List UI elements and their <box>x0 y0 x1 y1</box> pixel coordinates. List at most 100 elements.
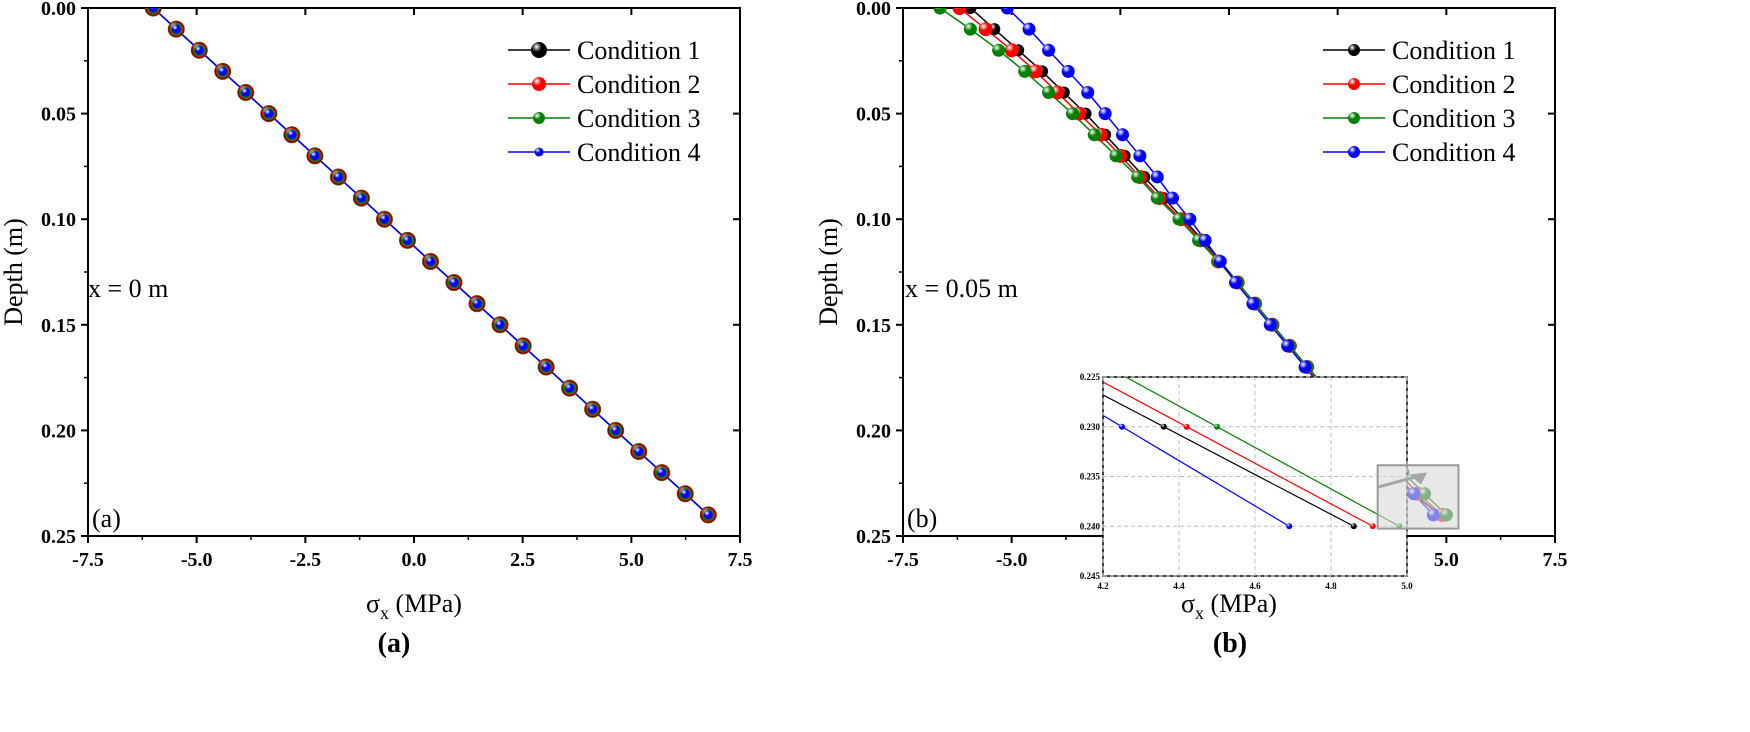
data-point-condition-4 <box>194 45 204 55</box>
inset-y-tick-label: 0.240 <box>1080 521 1101 531</box>
data-point-condition-4 <box>611 425 621 435</box>
y-tick-label: 0.05 <box>856 104 891 126</box>
data-point-condition-4 <box>1081 85 1095 99</box>
y-tick-label: 0.00 <box>41 0 76 20</box>
data-point-condition-4 <box>426 256 436 266</box>
legend-label-4: Condition 4 <box>577 138 701 167</box>
y-axis-label: Depth (m) <box>0 218 28 326</box>
x-tick-label: 7.5 <box>728 549 753 571</box>
data-point-condition-4 <box>310 151 320 161</box>
panel-tag: (a) <box>92 504 121 533</box>
y-tick-label: 0.20 <box>41 420 76 442</box>
data-point-condition-4 <box>472 299 482 309</box>
data-point-condition-4 <box>1183 212 1197 226</box>
legend-marker-2 <box>532 77 546 91</box>
legend-label-1: Condition 1 <box>577 36 701 65</box>
x-tick-label: 5.0 <box>1434 549 1459 571</box>
data-point-condition-4 <box>241 87 251 97</box>
inset-y-tick-label: 0.235 <box>1080 472 1101 482</box>
data-point-condition-4 <box>379 214 389 224</box>
data-point-condition-4 <box>333 172 343 182</box>
position-annotation: x = 0 m <box>88 274 168 303</box>
data-point-condition-4 <box>1213 254 1227 268</box>
data-point-condition-3 <box>1150 191 1164 205</box>
data-point-condition-4 <box>1263 318 1277 332</box>
y-tick-label: 0.25 <box>856 526 891 548</box>
inset-data-point-1 <box>1160 423 1167 430</box>
data-point-condition-2 <box>952 8 967 15</box>
legend-label-1: Condition 1 <box>1392 36 1516 65</box>
inset-data-point-2 <box>1369 523 1376 530</box>
x-axis-label: σx (MPa) <box>366 589 462 623</box>
data-point-condition-3 <box>1131 170 1145 184</box>
panel-caption: (b) <box>1213 628 1247 659</box>
inset-x-tick-label: 5.0 <box>1401 581 1413 591</box>
data-point-condition-3 <box>992 43 1006 57</box>
data-point-condition-4 <box>657 468 667 478</box>
inset-data-point-1 <box>1350 523 1357 530</box>
legend-label-2: Condition 2 <box>577 70 701 99</box>
data-point-condition-3 <box>1109 149 1123 163</box>
data-point-condition-4 <box>1022 22 1036 36</box>
legend-marker-1 <box>1348 44 1360 56</box>
legend-marker-1 <box>531 42 547 58</box>
data-point-condition-4 <box>1098 107 1112 121</box>
data-point-condition-4 <box>634 447 644 457</box>
data-point-condition-4 <box>1150 170 1164 184</box>
inset-data-point-2 <box>1183 423 1190 430</box>
legend-marker-4 <box>534 147 544 157</box>
legend-label-2: Condition 2 <box>1392 70 1516 99</box>
zoom-region-box <box>1376 464 1460 530</box>
x-axis-label: σx (MPa) <box>1181 589 1277 623</box>
data-point-condition-1 <box>964 8 977 14</box>
data-point-condition-4 <box>541 362 551 372</box>
inset-y-tick-label: 0.230 <box>1080 422 1101 432</box>
data-point-condition-4 <box>449 278 459 288</box>
position-annotation: x = 0.05 m <box>905 274 1018 303</box>
inset-x-tick-label: 4.2 <box>1097 581 1109 591</box>
y-tick-label: 0.15 <box>41 315 76 337</box>
y-axis-label: Depth (m) <box>814 218 843 326</box>
data-point-condition-4 <box>1281 339 1295 353</box>
x-tick-label: 0.0 <box>402 549 427 571</box>
x-tick-label: -7.5 <box>887 549 919 571</box>
inset-x-tick-label: 4.8 <box>1325 581 1337 591</box>
data-point-condition-3 <box>963 22 977 36</box>
data-point-condition-4 <box>287 130 297 140</box>
legend-marker-2 <box>1348 78 1360 90</box>
zoom-arrow-head <box>1409 472 1427 485</box>
data-point-condition-4 <box>402 235 412 245</box>
panel-tag: (b) <box>907 504 937 533</box>
x-tick-label: -7.5 <box>72 549 104 571</box>
inset-data-point-3 <box>1214 423 1220 430</box>
inset-data-point-4 <box>1119 423 1125 430</box>
data-point-condition-2 <box>1028 64 1043 79</box>
x-tick-label: -2.5 <box>289 549 321 571</box>
data-point-condition-4 <box>680 489 690 499</box>
data-point-condition-4 <box>148 8 158 13</box>
data-point-condition-4 <box>171 24 181 34</box>
zoom-arrow-line <box>1377 475 1418 489</box>
chart-panel-b: -7.5-5.0-2.50.02.55.07.50.000.050.100.15… <box>814 0 1568 659</box>
data-point-condition-4 <box>264 109 274 119</box>
x-tick-label: 2.5 <box>510 549 535 571</box>
y-tick-label: 0.20 <box>856 420 891 442</box>
data-point-condition-2 <box>1004 43 1019 58</box>
plot-area <box>144 8 717 524</box>
data-point-condition-4 <box>518 341 528 351</box>
panel-caption: (a) <box>378 628 411 659</box>
legend-marker-3 <box>1348 112 1360 124</box>
y-tick-label: 0.10 <box>41 209 76 231</box>
legend-marker-3 <box>533 112 545 124</box>
x-tick-label: -5.0 <box>996 549 1028 571</box>
data-point-condition-3 <box>933 8 947 15</box>
y-tick-label: 0.00 <box>856 0 891 20</box>
data-point-condition-4 <box>1165 191 1179 205</box>
data-point-condition-4 <box>588 404 598 414</box>
inset-chart: 4.2 4.4 4.6 4.8 5.0 0.225 0.230 0.235 0.240 0.245 <box>1080 372 1413 591</box>
data-point-condition-3 <box>1066 107 1080 121</box>
legend-label-4: Condition 4 <box>1392 138 1516 167</box>
data-point-condition-4 <box>1061 64 1075 78</box>
data-point-condition-4 <box>1298 360 1312 374</box>
